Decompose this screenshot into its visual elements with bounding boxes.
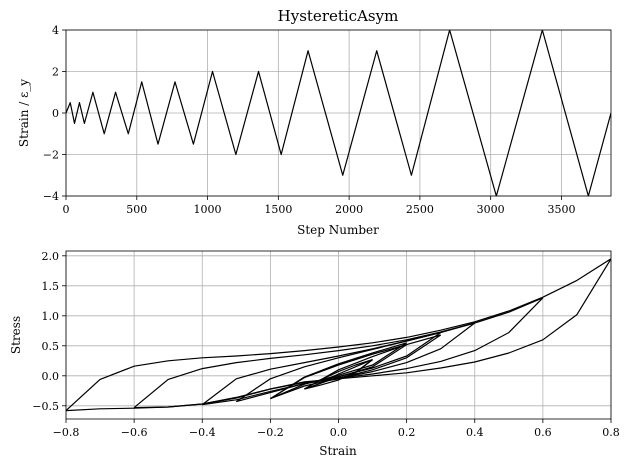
series-line (235, 332, 441, 403)
x-tick-label: 0 (63, 203, 70, 216)
x-tick-label: −0.8 (53, 426, 80, 439)
series-line (321, 359, 373, 383)
grid-lines (65, 29, 611, 197)
stress-strain-plot: Strain Stress −0.8 −0.6 −0.4 −0.2 0.0 0.2 0.4 0… (9, 250, 620, 458)
x-axis-label: Strain (319, 444, 357, 458)
y-tick-label: 4 (52, 24, 59, 37)
series-line (270, 334, 442, 400)
x-tick-label: 3000 (477, 203, 505, 216)
series-line (66, 258, 611, 412)
plot-frame (65, 250, 612, 420)
y-tick-label: −2 (43, 149, 59, 162)
series-line (66, 30, 611, 196)
axes: −0.8 −0.6 −0.4 −0.2 0.0 0.2 0.4 0.6 0.8 −0.5 0.0 0.… (32, 250, 619, 439)
strain-history-plot: HystereticAsym Step Number Strain / ε_y … (17, 7, 612, 237)
plot-frame (65, 29, 612, 197)
y-tick-label: 1.0 (42, 310, 60, 323)
x-tick-label: −0.6 (121, 426, 148, 439)
y-axis-label: Strain / ε_y (17, 79, 31, 147)
y-tick-label: −0.5 (32, 400, 59, 413)
grid-lines (65, 251, 612, 419)
x-tick-label: 0.2 (398, 426, 416, 439)
series-line (321, 359, 373, 383)
x-tick-label: 2000 (335, 203, 363, 216)
x-tick-label: 0.6 (534, 426, 552, 439)
x-tick-label: 0.0 (330, 426, 348, 439)
x-tick-label: 0.8 (602, 426, 620, 439)
series-line (304, 359, 373, 390)
axes: 0 500 1000 1500 2000 2500 3000 3500 −4 −2 0 2 4 (43, 24, 612, 216)
y-tick-label: 2.0 (42, 250, 60, 263)
y-tick-label: 2 (52, 66, 59, 79)
x-tick-label: 2500 (406, 203, 434, 216)
x-tick-label: 1500 (264, 203, 292, 216)
x-tick-label: −0.4 (189, 426, 216, 439)
plot-title: HystereticAsym (278, 7, 399, 25)
y-axis-label: Stress (9, 316, 23, 354)
x-tick-label: −0.2 (257, 426, 284, 439)
x-tick-label: 0.4 (466, 426, 484, 439)
x-axis-label: Step Number (297, 223, 379, 237)
series-group (66, 258, 611, 412)
series-line (270, 342, 407, 400)
series-line (270, 342, 407, 400)
x-tick-label: 3500 (547, 203, 575, 216)
y-tick-label: 1.5 (42, 280, 60, 293)
series-group (66, 30, 611, 196)
y-tick-label: 0.0 (42, 370, 60, 383)
y-tick-label: 0.5 (42, 340, 60, 353)
y-tick-label: 0 (52, 107, 59, 120)
x-tick-label: 1000 (194, 203, 222, 216)
x-tick-label: 500 (126, 203, 147, 216)
y-tick-label: −4 (43, 190, 59, 203)
